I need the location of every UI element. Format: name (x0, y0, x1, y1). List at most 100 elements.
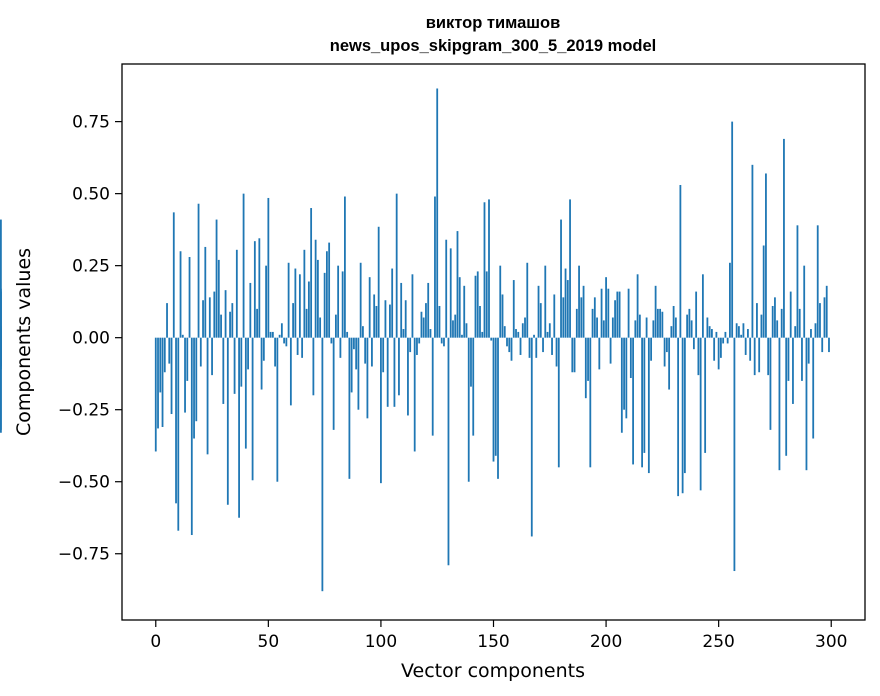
bar-280 (785, 337, 788, 456)
bar-63 (296, 337, 299, 355)
bar-206 (618, 291, 621, 338)
bar-143 (476, 271, 479, 338)
x-tick-label: 150 (477, 632, 509, 652)
bar-134 (456, 231, 459, 338)
bar-234 (681, 337, 684, 494)
bar-33 (229, 311, 231, 338)
bar-256 (731, 121, 734, 338)
bar-142 (474, 275, 477, 338)
bar-257 (733, 337, 736, 572)
bar-178 (555, 337, 558, 367)
bar-238 (690, 320, 693, 338)
bar-25 (211, 337, 213, 376)
bar-125 (436, 88, 439, 338)
bar-159 (512, 280, 515, 338)
bar-208 (623, 337, 625, 410)
bar-205 (616, 291, 619, 338)
bar-217 (643, 337, 646, 453)
bar-153 (499, 265, 502, 338)
bar-62 (294, 268, 297, 338)
bar-121 (427, 282, 430, 338)
bar-94 (366, 337, 369, 419)
bar-31 (224, 290, 227, 338)
bar-108 (398, 337, 400, 396)
bar-64 (298, 274, 301, 338)
bar-175 (548, 323, 551, 338)
bar-183 (566, 280, 569, 338)
bar-123 (431, 337, 434, 436)
bar-34 (231, 303, 234, 338)
bar-115 (413, 337, 416, 452)
bar-151 (494, 337, 497, 456)
bar-247 (711, 329, 713, 338)
bar-287 (801, 337, 803, 381)
bar-90 (357, 337, 360, 410)
bar-171 (539, 303, 542, 338)
bar-135 (458, 277, 461, 338)
bar-246 (708, 326, 711, 338)
bar-77 (328, 242, 331, 338)
bar-22 (204, 246, 207, 338)
bar-278 (780, 308, 783, 338)
bar-156 (506, 337, 508, 347)
bar-214 (636, 274, 639, 338)
bar-141 (472, 337, 475, 436)
bar-265 (751, 164, 754, 338)
bar-215 (638, 314, 641, 338)
bar-70 (312, 337, 315, 396)
bar-152 (497, 337, 499, 479)
bar-211 (629, 337, 632, 379)
bar-195 (593, 297, 596, 338)
x-tick-label: 250 (702, 632, 734, 652)
bar-49 (265, 265, 267, 338)
bar-136 (461, 334, 463, 338)
bar-266 (753, 337, 756, 376)
bar-187 (575, 308, 578, 338)
bar-133 (454, 314, 457, 338)
bar-209 (625, 337, 628, 419)
bar-275 (774, 297, 776, 338)
bar-219 (647, 337, 650, 474)
bar-82 (339, 337, 342, 358)
y-tick-label: 0.75 (72, 113, 110, 133)
bar-277 (778, 337, 781, 471)
bar-237 (688, 308, 691, 338)
bar-58 (285, 337, 288, 347)
bar-126 (438, 305, 441, 338)
bar-6 (168, 337, 171, 364)
bar-35 (233, 337, 236, 394)
bar-243 (701, 274, 704, 338)
bar-120 (425, 303, 427, 338)
bar-107 (395, 193, 398, 338)
bar-85 (346, 331, 349, 338)
bar-9 (175, 337, 177, 504)
bar-7 (170, 337, 173, 415)
bar-254 (726, 337, 729, 344)
bar-101 (382, 337, 385, 373)
bar-78 (330, 337, 333, 344)
bar-11 (179, 251, 182, 338)
bar-29 (220, 314, 222, 338)
bar-46 (258, 238, 261, 338)
bar-226 (663, 337, 666, 367)
bar-165 (526, 262, 529, 338)
bar-122 (429, 329, 432, 338)
bar-270 (762, 245, 765, 338)
bar-188 (578, 265, 580, 338)
bar-137 (463, 285, 466, 338)
bar-32 (226, 337, 229, 505)
bar-4 (163, 337, 166, 373)
bar-17 (193, 337, 195, 439)
bar-111 (404, 300, 407, 338)
bar-157 (508, 337, 511, 353)
bar-50 (267, 197, 270, 338)
bar-93 (364, 337, 367, 364)
bar-undefined (0, 337, 2, 367)
bar-undefined (0, 337, 2, 433)
bar-88 (353, 337, 355, 350)
bar-102 (384, 300, 387, 338)
bar-274 (771, 305, 774, 338)
y-tick-label: −0.75 (58, 545, 110, 565)
bar-92 (362, 326, 364, 338)
bar-168 (533, 334, 535, 338)
